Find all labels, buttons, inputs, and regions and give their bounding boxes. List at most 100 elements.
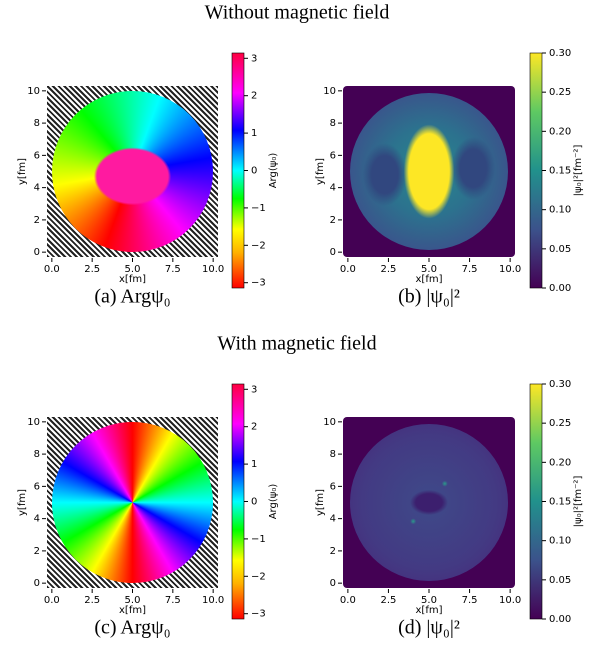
colorbar-tick-label: −1 <box>251 203 266 214</box>
y-tick-label: 10 <box>27 417 40 428</box>
colorbar-label: |ψ₀|²[fm⁻²] <box>573 145 584 197</box>
colorbar-label: Arg(ψ₀) <box>268 484 279 520</box>
y-tick-label: 8 <box>330 449 336 460</box>
colorbar-tick-label: 0.00 <box>549 283 571 294</box>
colorbar-tick-label: 0 <box>251 497 257 508</box>
colorbar <box>231 383 245 620</box>
caption: (b) |ψ₀|² <box>398 286 460 308</box>
x-axis-label: x[fm] <box>119 605 146 616</box>
y-axis-label: y[fm] <box>17 489 28 516</box>
y-axis-label: y[fm] <box>315 489 326 516</box>
colorbar-tick-label: −2 <box>251 571 266 582</box>
colorbar-tick-label: 0.10 <box>549 205 571 216</box>
x-axis-label: x[fm] <box>119 274 146 285</box>
x-tick-label: 7.5 <box>462 595 478 606</box>
colorbar-tick-label: 0.25 <box>549 418 571 429</box>
caption: (d) |ψ₀|² <box>398 617 460 639</box>
colorbar-tick-label: 2 <box>251 422 257 433</box>
heatmap-image <box>343 86 515 257</box>
heatmap-disk <box>52 422 213 583</box>
colorbar <box>231 52 245 289</box>
x-tick-label: 7.5 <box>462 264 478 275</box>
colorbar-label: Arg(ψ₀) <box>268 153 279 189</box>
x-tick-label: 2.5 <box>84 264 100 275</box>
y-tick-label: 8 <box>330 118 336 129</box>
x-tick-label: 10.0 <box>202 595 224 606</box>
colorbar-tick-label: 0.10 <box>549 536 571 547</box>
y-tick-label: 6 <box>34 150 40 161</box>
y-tick-label: 0 <box>330 578 336 589</box>
y-tick-label: 10 <box>323 86 336 97</box>
x-tick-label: 0.0 <box>340 264 356 275</box>
colorbar <box>529 52 543 289</box>
x-tick-label: 7.5 <box>165 264 181 275</box>
colorbar <box>529 383 543 620</box>
x-tick-label: 5.0 <box>125 264 141 275</box>
caption: (c) Argψ₀ <box>94 617 170 639</box>
x-tick-label: 10.0 <box>202 264 224 275</box>
colorbar-tick-label: 0.25 <box>549 87 571 98</box>
y-axis-label: y[fm] <box>315 158 326 185</box>
colorbar-tick-label: 3 <box>251 384 257 395</box>
axes-frame <box>47 417 218 588</box>
colorbar-tick-label: 3 <box>251 53 257 64</box>
y-tick-label: 2 <box>330 546 336 557</box>
y-tick-label: 4 <box>330 514 336 525</box>
colorbar-tick-label: 0.15 <box>549 497 571 508</box>
section-title: With magnetic field <box>217 333 376 355</box>
colorbar-tick-label: −2 <box>251 240 266 251</box>
x-tick-label: 0.0 <box>44 595 60 606</box>
caption: (a) Argψ₀ <box>94 286 170 308</box>
x-tick-label: 2.5 <box>84 595 100 606</box>
colorbar-tick-label: 0.15 <box>549 166 571 177</box>
colorbar-tick-label: 2 <box>251 91 257 102</box>
colorbar-tick-label: 0.30 <box>549 379 571 390</box>
x-tick-label: 5.0 <box>421 595 437 606</box>
x-tick-label: 5.0 <box>125 595 141 606</box>
y-tick-label: 10 <box>27 86 40 97</box>
x-tick-label: 10.0 <box>499 264 521 275</box>
x-axis-label: x[fm] <box>416 274 443 285</box>
colorbar-tick-label: 0.20 <box>549 457 571 468</box>
axes-frame <box>47 86 218 257</box>
y-tick-label: 4 <box>330 183 336 194</box>
colorbar-tick-label: 1 <box>251 459 257 470</box>
y-tick-label: 0 <box>330 247 336 258</box>
x-tick-label: 0.0 <box>44 264 60 275</box>
axes-frame <box>343 417 515 588</box>
x-axis-label: x[fm] <box>416 605 443 616</box>
y-tick-label: 6 <box>330 150 336 161</box>
colorbar-tick-label: 0 <box>251 166 257 177</box>
heatmap-disk <box>349 423 509 582</box>
colorbar-tick-label: 0.05 <box>549 244 571 255</box>
y-tick-label: 10 <box>323 417 336 428</box>
colorbar-tick-label: 0.20 <box>549 126 571 137</box>
colorbar-tick-label: −3 <box>251 609 266 620</box>
x-tick-label: 0.0 <box>340 595 356 606</box>
x-tick-label: 2.5 <box>380 595 396 606</box>
y-tick-label: 0 <box>34 247 40 258</box>
x-tick-label: 5.0 <box>421 264 437 275</box>
y-tick-label: 8 <box>34 449 40 460</box>
heatmap-disk <box>52 91 213 252</box>
y-tick-label: 6 <box>330 481 336 492</box>
heatmap-disk <box>349 92 509 251</box>
x-tick-label: 10.0 <box>499 595 521 606</box>
heatmap-image <box>343 417 515 588</box>
colorbar-tick-label: 0.00 <box>549 614 571 625</box>
x-tick-label: 7.5 <box>165 595 181 606</box>
axes-frame <box>343 86 515 257</box>
y-tick-label: 0 <box>34 578 40 589</box>
colorbar-label: |ψ₀|²[fm⁻²] <box>573 476 584 528</box>
y-tick-label: 8 <box>34 118 40 129</box>
colorbar-tick-label: 0.05 <box>549 575 571 586</box>
section-title: Without magnetic field <box>205 2 390 24</box>
colorbar-tick-label: −1 <box>251 534 266 545</box>
heatmap-image <box>47 417 218 588</box>
y-axis-label: y[fm] <box>17 158 28 185</box>
y-tick-label: 4 <box>34 183 40 194</box>
y-tick-label: 2 <box>34 215 40 226</box>
colorbar-tick-label: 0.30 <box>549 48 571 59</box>
